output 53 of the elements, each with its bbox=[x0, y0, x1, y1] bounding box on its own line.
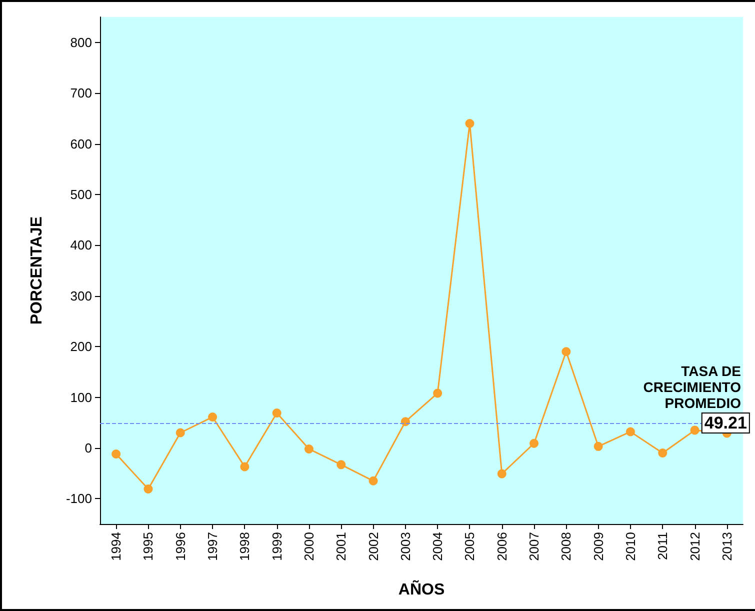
ref-line-label: TASA DE CRECIMIENTO PROMEDIO bbox=[643, 363, 742, 411]
point bbox=[658, 448, 668, 458]
point bbox=[465, 118, 474, 128]
x-tick-label: 2009 bbox=[590, 532, 606, 561]
point bbox=[336, 460, 346, 470]
x-tick-label: 2012 bbox=[687, 532, 702, 561]
x-axis-title: AÑOS bbox=[398, 580, 445, 598]
x-tick-label: 2013 bbox=[719, 532, 734, 561]
point bbox=[144, 484, 153, 494]
y-tick-label: 200 bbox=[70, 339, 92, 354]
point bbox=[690, 426, 700, 435]
x-tick-label: 2007 bbox=[526, 532, 542, 561]
x-tick-label: 2011 bbox=[655, 532, 670, 560]
point bbox=[272, 408, 282, 418]
point bbox=[626, 427, 635, 436]
y-tick-label: 300 bbox=[70, 288, 92, 304]
y-tick-label: 700 bbox=[70, 86, 92, 101]
y-tick-label: 400 bbox=[70, 238, 92, 253]
x-tick-label: 2010 bbox=[622, 532, 638, 561]
point bbox=[112, 450, 121, 459]
point bbox=[176, 428, 185, 438]
x-tick-label: 2002 bbox=[366, 532, 381, 561]
point bbox=[594, 442, 603, 451]
x-tick-label: 1995 bbox=[140, 532, 156, 561]
x-tick-label: 2000 bbox=[301, 532, 316, 561]
point bbox=[368, 476, 378, 486]
y-tick-label: 500 bbox=[70, 186, 92, 202]
y-tick-label: 100 bbox=[70, 390, 92, 405]
x-tick-label: 1996 bbox=[172, 532, 188, 561]
y-tick-label: 800 bbox=[70, 34, 92, 50]
y-tick-label: 600 bbox=[70, 136, 92, 152]
y-axis-title: PORCENTAJE bbox=[28, 216, 46, 325]
point bbox=[433, 388, 442, 398]
x-tick-label: 1999 bbox=[269, 532, 284, 561]
y-tick-label: 0 bbox=[84, 440, 92, 456]
x-tick-label: 2006 bbox=[494, 532, 510, 561]
x-tick-label: 1994 bbox=[108, 532, 124, 561]
y-tick-label: -100 bbox=[66, 491, 92, 506]
point bbox=[530, 438, 539, 448]
x-tick-label: 2004 bbox=[430, 532, 446, 561]
point bbox=[240, 462, 250, 472]
x-tick-label: 2003 bbox=[398, 532, 413, 561]
point bbox=[208, 412, 218, 422]
x-tick-label: 2008 bbox=[558, 532, 574, 561]
point bbox=[304, 444, 314, 454]
point bbox=[497, 469, 506, 478]
annotation: 49.21 bbox=[704, 414, 747, 432]
x-tick-label: 2001 bbox=[334, 532, 349, 561]
x-tick-label: 2005 bbox=[462, 532, 478, 561]
point bbox=[562, 347, 571, 356]
point bbox=[400, 417, 410, 426]
x-tick-label: 1997 bbox=[205, 532, 220, 561]
x-tick-label: 1998 bbox=[237, 532, 252, 561]
